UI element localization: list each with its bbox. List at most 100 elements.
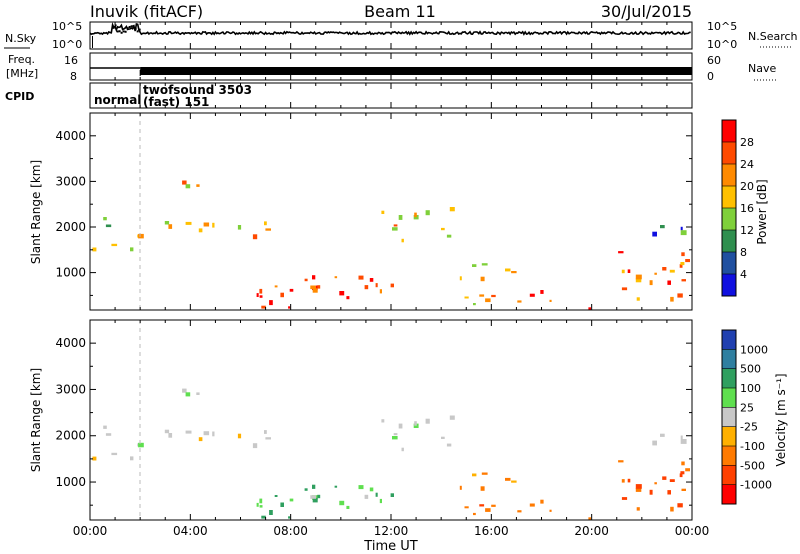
velocity-cell [491, 504, 496, 507]
velocity-cell [441, 436, 445, 439]
freq-right-tick-top: 60 [707, 54, 721, 67]
velocity-cell [681, 488, 686, 491]
velocity-cell [621, 479, 625, 483]
velocity-cell [425, 418, 430, 424]
power-cell [505, 268, 511, 272]
power-cell [381, 210, 385, 214]
power-cell [652, 231, 657, 237]
power-cell [485, 298, 491, 303]
velocity-cell [274, 495, 278, 497]
power-cell [473, 303, 476, 306]
power-cell [635, 278, 642, 283]
power-cell [660, 225, 665, 229]
velocity-colorbar-swatch [722, 426, 736, 447]
noise-search-point [126, 27, 129, 30]
power-cell [274, 285, 278, 288]
velocity-cell [636, 507, 640, 511]
velocity-cell [203, 431, 210, 436]
velocity-cell [449, 415, 455, 420]
power-cell [364, 285, 369, 290]
freq-label-line1: Freq. [8, 53, 35, 66]
velocity-cell [317, 494, 321, 499]
freq-trace [90, 67, 692, 76]
power-colorbar-tick-label: 24 [740, 158, 754, 171]
freq-right-tick-bottom: 0 [707, 70, 714, 83]
velocity-colorbar-label: Velocity [m s⁻¹] [774, 373, 788, 466]
power-cell [588, 307, 591, 310]
velocity-colorbar-swatch [722, 349, 736, 369]
velocity-cell [549, 509, 552, 512]
velocity-cell [485, 508, 491, 512]
velocity-cell [256, 502, 259, 507]
power-colorbar-swatch [722, 274, 736, 297]
station-title: Inuvik (fitACF) [90, 2, 203, 21]
velocity-colorbar-swatch [722, 407, 736, 427]
velocity-cell [334, 485, 338, 488]
power-cell [398, 215, 403, 220]
power-colorbar-swatch [722, 208, 736, 231]
noise-search-point [118, 30, 121, 33]
power-cell [164, 221, 170, 225]
power-cell [392, 227, 398, 231]
noise-search-point [120, 31, 123, 34]
velocity-colorbar-tick-label: 100 [740, 382, 761, 395]
velocity-cell [464, 506, 469, 509]
x-axis-label: Time UT [363, 539, 417, 554]
velocity-cell [660, 433, 665, 437]
velocity-cell [667, 490, 671, 495]
power-cell [168, 224, 173, 229]
velocity-cell [529, 503, 535, 507]
noise-search-point [114, 24, 117, 27]
noise-search-point [112, 26, 115, 29]
noise-panel: N.Sky 10^5 10^0 10^5 10^0 N.Search [4, 20, 798, 51]
velocity-cell [680, 439, 687, 444]
cpid-mode-normal: normal [94, 93, 141, 107]
velocity-colorbar-tick-label: 25 [740, 401, 754, 414]
power-cell [264, 221, 267, 226]
velocity-cell [288, 516, 291, 519]
power-cell [358, 275, 364, 280]
velocity-cell [358, 485, 364, 490]
velocity-cell [346, 505, 350, 509]
velocity-y-axis: 4000 3000 2000 1000 [55, 336, 692, 506]
power-cell [212, 222, 215, 228]
power-colorbar-tick-label: 8 [740, 246, 747, 259]
power-cell [138, 233, 144, 239]
velocity-cell [138, 442, 144, 448]
power-cell [491, 294, 496, 298]
power-cell [685, 259, 690, 263]
velocity-colorbar-swatch [722, 484, 736, 505]
velocity-colorbar: 1000 500 100 25 -25 -100 -500 -1000 [721, 329, 772, 505]
velocity-cell [446, 443, 452, 447]
power-cell [481, 263, 488, 266]
velocity-colorbar-swatch [722, 388, 736, 408]
power-cell [379, 289, 382, 294]
x-tick-label: 08:00 [273, 524, 308, 538]
velocity-cell [369, 487, 374, 492]
velocity-cell [414, 421, 417, 426]
noise-search-point [116, 30, 119, 33]
power-cell [317, 285, 321, 289]
power-cell [130, 247, 134, 252]
velocity-cell [185, 430, 192, 434]
velocity-cell [649, 489, 653, 495]
velocity-cell [304, 488, 308, 491]
power-cell [310, 285, 317, 290]
power-cell [480, 276, 485, 282]
power-cell [203, 222, 210, 227]
noise-search-point [122, 30, 125, 33]
velocity-cell [635, 488, 642, 492]
power-y-tick-label: 3000 [55, 174, 86, 188]
power-heatmap [92, 180, 690, 310]
power-cell [681, 252, 685, 257]
power-cell [111, 243, 118, 247]
power-y-axis: 4000 3000 2000 1000 [55, 129, 692, 296]
power-cell [529, 293, 535, 297]
freq-line-twofsound [140, 67, 692, 75]
freq-right-label: Nave [748, 62, 776, 75]
power-cell [334, 276, 338, 279]
velocity-cell [621, 497, 628, 500]
velocity-cell [635, 484, 642, 489]
